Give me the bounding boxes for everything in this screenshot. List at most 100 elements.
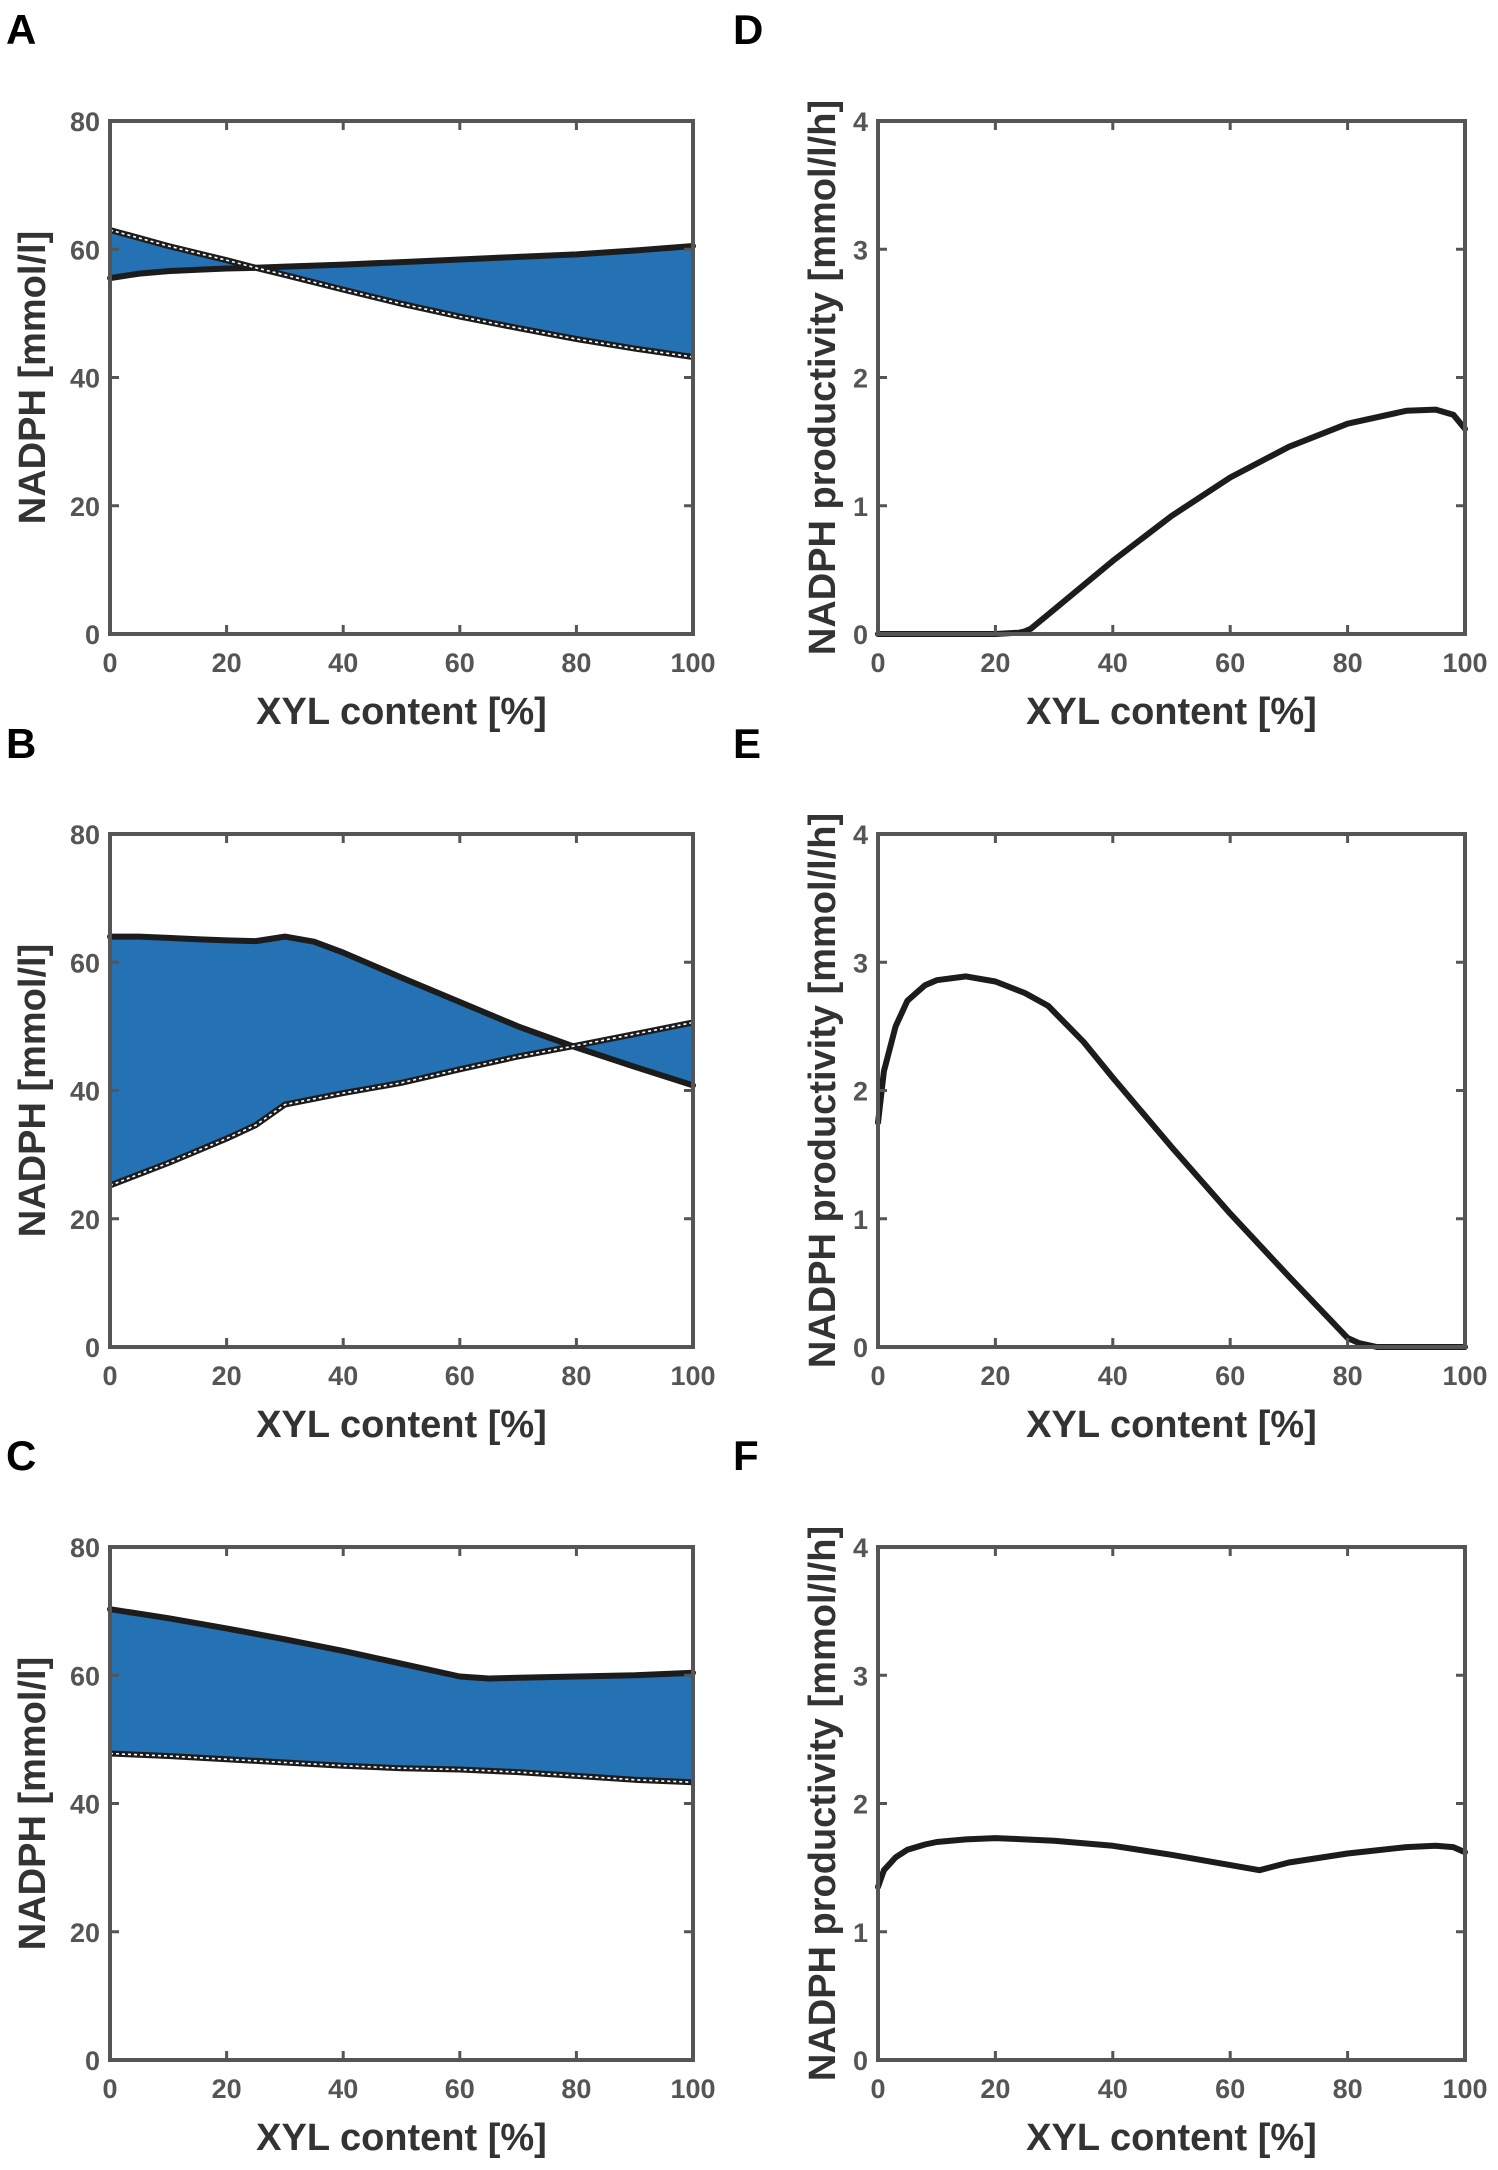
x-axis-label-d: XYL content [%] bbox=[1026, 691, 1317, 733]
area-fill-a bbox=[110, 230, 693, 357]
y-tick-label-d: 2 bbox=[853, 364, 868, 394]
x-tick-label-b: 60 bbox=[445, 1361, 475, 1391]
x-tick-label-d: 100 bbox=[1442, 648, 1487, 678]
y-tick-label-d: 3 bbox=[853, 235, 868, 265]
x-tick-label-c: 60 bbox=[445, 2074, 475, 2104]
y-tick-label-f: 1 bbox=[853, 1918, 868, 1948]
panel-letter-f: F bbox=[733, 1432, 759, 1479]
x-tick-label-b: 100 bbox=[670, 1361, 715, 1391]
x-axis-label-b: XYL content [%] bbox=[256, 1404, 547, 1446]
x-tick-label-a: 100 bbox=[670, 648, 715, 678]
y-tick-label-e: 3 bbox=[853, 948, 868, 978]
x-tick-label-b: 80 bbox=[561, 1361, 591, 1391]
y-tick-label-c: 60 bbox=[70, 1661, 100, 1691]
x-tick-label-a: 40 bbox=[328, 648, 358, 678]
series-line-b bbox=[107, 933, 696, 1089]
panel-f: F 0 20 40 60 80 100 0 1 2 3 4 XYL content [%] NADPH p… bbox=[733, 1432, 1488, 2159]
x-tick-label-b: 40 bbox=[328, 1361, 358, 1391]
y-tick-label-d: 1 bbox=[853, 492, 868, 522]
x-tick-label-e: 0 bbox=[870, 1361, 885, 1391]
y-tick-label-e: 0 bbox=[853, 1333, 868, 1363]
x-axis-label-f: XYL content [%] bbox=[1026, 2117, 1317, 2159]
panel-letter-a: A bbox=[6, 6, 36, 53]
y-tick-label-e: 4 bbox=[853, 820, 868, 850]
x-tick-label-a: 20 bbox=[212, 648, 242, 678]
x-tick-label-f: 20 bbox=[980, 2074, 1010, 2104]
x-tick-label-f: 40 bbox=[1098, 2074, 1128, 2104]
x-tick-label-e: 20 bbox=[980, 1361, 1010, 1391]
x-tick-label-e: 60 bbox=[1215, 1361, 1245, 1391]
y-tick-label-d: 0 bbox=[853, 620, 868, 650]
y-tick-label-e: 2 bbox=[853, 1077, 868, 1107]
x-tick-label-c: 100 bbox=[670, 2074, 715, 2104]
y-tick-label-c: 20 bbox=[70, 1918, 100, 1948]
y-tick-label-c: 80 bbox=[70, 1533, 100, 1563]
x-tick-label-c: 0 bbox=[102, 2074, 117, 2104]
x-tick-label-e: 100 bbox=[1442, 1361, 1487, 1391]
series-line-c bbox=[107, 1606, 696, 1682]
y-axis-label-d: NADPH productivity [mmol/l/h] bbox=[802, 100, 844, 655]
panel-letter-b: B bbox=[6, 720, 36, 767]
y-tick-label-a: 60 bbox=[70, 235, 100, 265]
series-line-a bbox=[107, 243, 696, 282]
y-tick-label-f: 3 bbox=[853, 1661, 868, 1691]
dashed-line-inner-b bbox=[109, 1021, 694, 1187]
x-tick-label-c: 80 bbox=[561, 2074, 591, 2104]
x-tick-label-d: 20 bbox=[980, 648, 1010, 678]
y-axis-label-f: NADPH productivity [mmol/l/h] bbox=[802, 1526, 844, 2081]
x-tick-label-f: 100 bbox=[1442, 2074, 1487, 2104]
series-line-e bbox=[875, 973, 1468, 1350]
panel-e: E 0 20 40 60 80 100 0 1 2 3 4 XYL content [%] NADPH p… bbox=[733, 720, 1488, 1446]
panel-letter-c: C bbox=[6, 1432, 36, 1479]
y-tick-label-a: 40 bbox=[70, 364, 100, 394]
axes-box-f bbox=[876, 1545, 1467, 2062]
x-tick-label-e: 80 bbox=[1333, 1361, 1363, 1391]
y-tick-label-a: 20 bbox=[70, 492, 100, 522]
panel-d: D 0 20 40 60 80 100 0 1 2 3 4 XYL content [%] NADPH p… bbox=[733, 6, 1488, 733]
x-axis-label-c: XYL content [%] bbox=[256, 2117, 547, 2159]
x-tick-label-c: 20 bbox=[212, 2074, 242, 2104]
dashed-line-inner-c bbox=[109, 1752, 694, 1784]
y-tick-label-f: 2 bbox=[853, 1790, 868, 1820]
x-axis-label-e: XYL content [%] bbox=[1026, 1404, 1317, 1446]
y-tick-label-b: 20 bbox=[70, 1205, 100, 1235]
axes-box-a bbox=[108, 119, 695, 636]
y-tick-label-b: 60 bbox=[70, 948, 100, 978]
axes-box-d bbox=[876, 119, 1467, 636]
y-axis-label-b: NADPH [mmol/l] bbox=[12, 944, 54, 1237]
panel-a: A 0 20 40 60 80 100 0 20 40 60 80 XYL content [%] NAD… bbox=[6, 6, 716, 733]
area-fill-c bbox=[110, 1609, 693, 1783]
y-tick-label-b: 0 bbox=[85, 1333, 100, 1363]
panel-letter-e: E bbox=[733, 720, 761, 767]
y-tick-label-b: 80 bbox=[70, 820, 100, 850]
y-tick-label-a: 0 bbox=[85, 620, 100, 650]
y-tick-label-b: 40 bbox=[70, 1077, 100, 1107]
x-tick-label-d: 40 bbox=[1098, 648, 1128, 678]
panel-b: B 0 20 40 60 80 100 0 20 40 60 80 XYL content [%] NAD… bbox=[6, 720, 716, 1446]
series-line-f bbox=[875, 1835, 1468, 1890]
x-tick-label-d: 0 bbox=[870, 648, 885, 678]
y-tick-label-f: 0 bbox=[853, 2046, 868, 2076]
x-tick-label-a: 0 bbox=[102, 648, 117, 678]
x-tick-label-c: 40 bbox=[328, 2074, 358, 2104]
x-axis-label-a: XYL content [%] bbox=[256, 691, 547, 733]
y-tick-label-a: 80 bbox=[70, 107, 100, 137]
x-tick-label-a: 60 bbox=[445, 648, 475, 678]
x-tick-label-d: 80 bbox=[1333, 648, 1363, 678]
y-axis-label-a: NADPH [mmol/l] bbox=[12, 231, 54, 524]
y-tick-label-e: 1 bbox=[853, 1205, 868, 1235]
y-tick-label-d: 4 bbox=[853, 107, 868, 137]
x-tick-label-f: 60 bbox=[1215, 2074, 1245, 2104]
x-tick-label-b: 0 bbox=[102, 1361, 117, 1391]
dashed-line-inner-a bbox=[109, 229, 694, 358]
x-tick-label-f: 80 bbox=[1333, 2074, 1363, 2104]
y-tick-label-f: 4 bbox=[853, 1533, 868, 1563]
y-axis-label-c: NADPH [mmol/l] bbox=[12, 1657, 54, 1950]
x-tick-label-a: 80 bbox=[561, 648, 591, 678]
x-tick-label-d: 60 bbox=[1215, 648, 1245, 678]
panel-letter-d: D bbox=[733, 6, 763, 53]
x-tick-label-f: 0 bbox=[870, 2074, 885, 2104]
y-axis-label-e: NADPH productivity [mmol/l/h] bbox=[802, 813, 844, 1368]
panel-c: C 0 20 40 60 80 100 0 20 40 60 80 XYL content [%] NAD… bbox=[6, 1432, 716, 2159]
